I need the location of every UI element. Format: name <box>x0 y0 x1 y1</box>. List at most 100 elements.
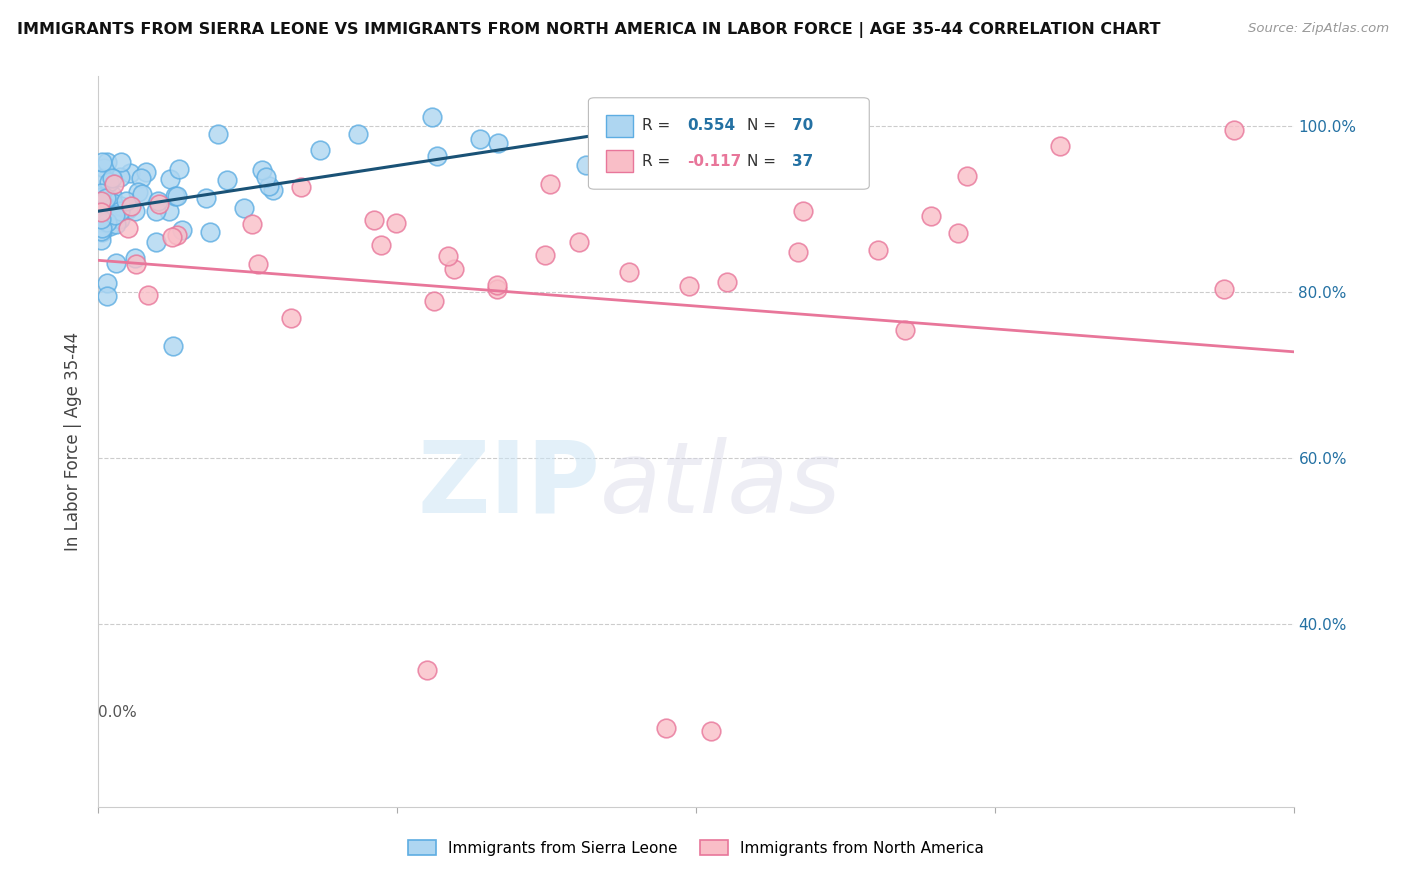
Point <box>262 183 284 197</box>
Point <box>117 221 139 235</box>
Legend: Immigrants from Sierra Leone, Immigrants from North America: Immigrants from Sierra Leone, Immigrants… <box>402 834 990 862</box>
Point <box>416 663 439 677</box>
Point <box>792 204 814 219</box>
Point <box>96 289 118 303</box>
Point <box>207 128 229 142</box>
Point <box>737 111 759 125</box>
Point <box>90 191 112 205</box>
Point <box>138 287 160 301</box>
Point <box>98 175 121 189</box>
Text: R =: R = <box>643 154 675 169</box>
Point <box>920 209 942 223</box>
Point <box>127 186 149 200</box>
Point <box>1213 282 1236 296</box>
Point <box>678 278 700 293</box>
Point <box>90 221 112 235</box>
Point <box>538 177 561 191</box>
Point <box>162 339 184 353</box>
Point <box>247 257 270 271</box>
Point <box>166 227 188 242</box>
Point <box>485 282 508 296</box>
Point <box>91 202 114 217</box>
Point <box>110 154 132 169</box>
Point <box>110 170 132 185</box>
Point <box>426 148 449 162</box>
Point <box>96 189 118 203</box>
Text: atlas: atlas <box>600 437 842 534</box>
Point <box>280 310 302 325</box>
Point <box>110 211 132 226</box>
Point <box>145 204 167 219</box>
Point <box>486 278 509 293</box>
Point <box>1049 139 1071 153</box>
Point <box>894 323 917 337</box>
FancyBboxPatch shape <box>589 98 869 189</box>
Point <box>93 197 115 211</box>
Point <box>955 169 977 183</box>
Text: IMMIGRANTS FROM SIERRA LEONE VS IMMIGRANTS FROM NORTH AMERICA IN LABOR FORCE | A: IMMIGRANTS FROM SIERRA LEONE VS IMMIGRAN… <box>17 22 1160 38</box>
Point <box>98 219 121 233</box>
Point <box>195 191 218 205</box>
Point <box>91 225 114 239</box>
Point <box>101 170 124 185</box>
Point <box>420 111 443 125</box>
Point <box>101 188 124 202</box>
Point <box>384 216 406 230</box>
Point <box>167 161 190 176</box>
Point <box>257 178 280 193</box>
Point <box>217 173 239 187</box>
Point <box>90 233 112 247</box>
Point <box>125 257 148 271</box>
Point <box>91 210 114 224</box>
Point <box>90 190 112 204</box>
Point <box>118 166 141 180</box>
Point <box>96 215 118 229</box>
Point <box>90 194 112 209</box>
Point <box>163 189 186 203</box>
Point <box>437 249 460 263</box>
Point <box>91 171 114 186</box>
Point <box>198 225 221 239</box>
Point <box>96 276 118 290</box>
Point <box>101 196 124 211</box>
Point <box>91 155 114 169</box>
Point <box>90 204 112 219</box>
Point <box>309 143 332 157</box>
Point <box>1223 123 1246 137</box>
Point <box>422 294 444 309</box>
Point <box>131 186 153 201</box>
Point <box>146 194 169 208</box>
Point <box>159 172 181 186</box>
Text: N =: N = <box>748 118 782 133</box>
Point <box>363 213 385 227</box>
Point <box>162 230 184 244</box>
Point <box>166 189 188 203</box>
Point <box>254 169 277 184</box>
Point <box>124 251 146 265</box>
Point <box>104 256 127 270</box>
Point <box>946 227 969 241</box>
Point <box>443 261 465 276</box>
Point <box>90 186 112 200</box>
Text: 70: 70 <box>792 118 813 133</box>
Point <box>716 275 738 289</box>
Point <box>129 170 152 185</box>
Point <box>110 198 132 212</box>
Point <box>108 204 131 219</box>
Point <box>91 215 114 229</box>
Point <box>120 199 142 213</box>
Point <box>93 161 115 175</box>
Text: 0.554: 0.554 <box>688 118 735 133</box>
Point <box>90 224 112 238</box>
Point <box>117 202 139 216</box>
Text: 0.0%: 0.0% <box>98 705 138 720</box>
Point <box>240 217 263 231</box>
Point <box>124 203 146 218</box>
Point <box>96 155 118 169</box>
FancyBboxPatch shape <box>606 151 633 172</box>
Point <box>145 235 167 249</box>
Point <box>115 194 138 208</box>
Point <box>104 208 127 222</box>
Text: R =: R = <box>643 118 675 133</box>
FancyBboxPatch shape <box>606 114 633 136</box>
